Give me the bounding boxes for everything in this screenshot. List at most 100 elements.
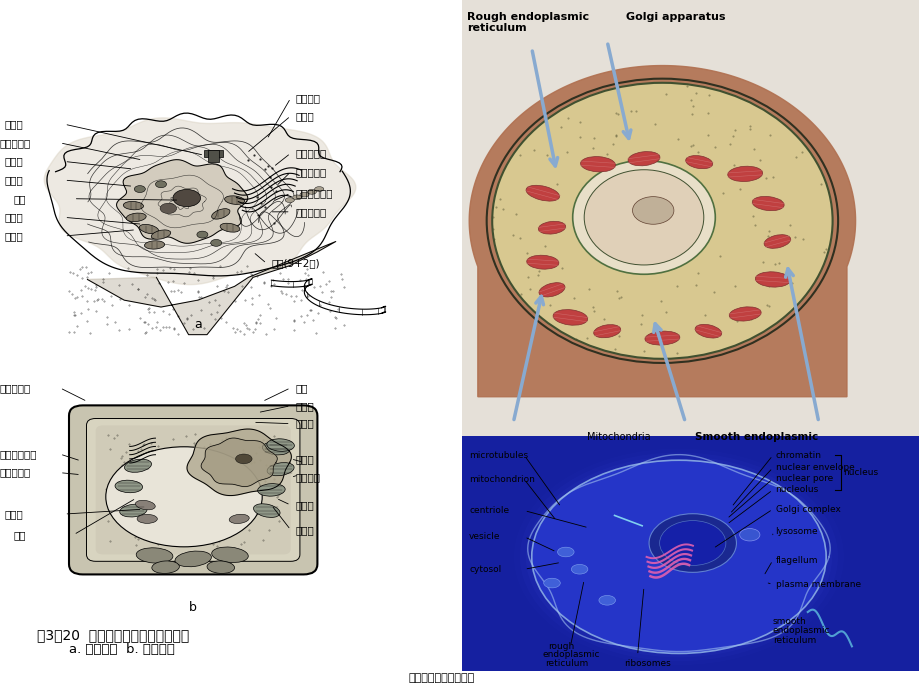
Text: 糙面内质网: 糙面内质网 bbox=[0, 383, 31, 393]
Ellipse shape bbox=[492, 83, 832, 359]
Ellipse shape bbox=[207, 561, 234, 573]
Ellipse shape bbox=[134, 186, 145, 193]
Ellipse shape bbox=[152, 561, 179, 573]
Ellipse shape bbox=[211, 208, 230, 219]
Text: b: b bbox=[189, 601, 197, 613]
Text: 细胞质膜: 细胞质膜 bbox=[295, 473, 320, 482]
Ellipse shape bbox=[292, 195, 301, 200]
Polygon shape bbox=[117, 159, 247, 244]
Ellipse shape bbox=[126, 213, 146, 221]
Ellipse shape bbox=[729, 307, 760, 321]
Text: 核仁: 核仁 bbox=[295, 383, 308, 393]
Text: Golgi complex: Golgi complex bbox=[775, 504, 840, 514]
Text: 核糖体: 核糖体 bbox=[295, 111, 313, 121]
Ellipse shape bbox=[285, 197, 294, 203]
Ellipse shape bbox=[598, 595, 615, 605]
Ellipse shape bbox=[514, 448, 843, 665]
Ellipse shape bbox=[739, 529, 759, 541]
Text: 叶绳体: 叶绳体 bbox=[295, 500, 313, 510]
Ellipse shape bbox=[526, 186, 559, 201]
Ellipse shape bbox=[538, 221, 565, 234]
Text: rough: rough bbox=[548, 642, 574, 651]
Ellipse shape bbox=[151, 230, 171, 239]
Text: reticulum: reticulum bbox=[772, 635, 815, 645]
Ellipse shape bbox=[571, 564, 587, 574]
Text: a. 动物细胞  b. 植物细胞: a. 动物细胞 b. 植物细胞 bbox=[69, 644, 175, 656]
Ellipse shape bbox=[727, 166, 762, 181]
Ellipse shape bbox=[628, 152, 659, 166]
Ellipse shape bbox=[307, 189, 316, 195]
Ellipse shape bbox=[135, 500, 155, 510]
FancyBboxPatch shape bbox=[69, 406, 317, 574]
Text: 核被膜: 核被膜 bbox=[295, 419, 313, 428]
Ellipse shape bbox=[539, 283, 564, 297]
Ellipse shape bbox=[211, 547, 248, 562]
Ellipse shape bbox=[526, 456, 831, 658]
Text: 线粒体: 线粒体 bbox=[5, 231, 23, 241]
Ellipse shape bbox=[531, 460, 825, 653]
Ellipse shape bbox=[580, 157, 615, 172]
Text: cytosol: cytosol bbox=[469, 564, 501, 574]
Ellipse shape bbox=[659, 520, 725, 566]
Ellipse shape bbox=[543, 578, 560, 588]
Text: ribosomes: ribosomes bbox=[623, 658, 670, 668]
Text: 核仁: 核仁 bbox=[14, 194, 27, 204]
Ellipse shape bbox=[123, 201, 143, 210]
Ellipse shape bbox=[572, 160, 715, 274]
Ellipse shape bbox=[262, 442, 289, 455]
Bar bbox=[204, 150, 222, 157]
Polygon shape bbox=[469, 66, 855, 397]
Ellipse shape bbox=[137, 515, 157, 523]
FancyBboxPatch shape bbox=[86, 418, 300, 562]
Ellipse shape bbox=[764, 235, 789, 248]
FancyBboxPatch shape bbox=[96, 425, 290, 555]
Text: 高尔基复合体: 高尔基复合体 bbox=[0, 449, 38, 459]
Text: Rough endoplasmic: Rough endoplasmic bbox=[467, 12, 589, 22]
Text: mitochondrion: mitochondrion bbox=[469, 475, 535, 484]
Text: a: a bbox=[194, 318, 201, 331]
Polygon shape bbox=[187, 429, 291, 495]
Text: plasma membrane: plasma membrane bbox=[775, 580, 860, 589]
Text: chromatin: chromatin bbox=[775, 451, 821, 460]
Text: 线粒体: 线粒体 bbox=[5, 509, 23, 519]
Ellipse shape bbox=[557, 547, 573, 557]
Text: 中心粒: 中心粒 bbox=[5, 119, 23, 129]
Ellipse shape bbox=[267, 462, 294, 476]
Polygon shape bbox=[201, 438, 277, 486]
Ellipse shape bbox=[552, 310, 587, 325]
Text: centriole: centriole bbox=[469, 506, 509, 515]
Text: 核被膜: 核被膜 bbox=[5, 157, 23, 166]
Ellipse shape bbox=[119, 504, 147, 517]
Ellipse shape bbox=[685, 155, 712, 169]
Text: nucleus: nucleus bbox=[842, 468, 877, 477]
Ellipse shape bbox=[235, 454, 252, 464]
Ellipse shape bbox=[136, 548, 173, 563]
Text: 糙面内质网: 糙面内质网 bbox=[295, 207, 326, 217]
Text: 细胞质膜: 细胞质膜 bbox=[295, 93, 320, 103]
Ellipse shape bbox=[229, 514, 249, 524]
Ellipse shape bbox=[752, 197, 783, 210]
Ellipse shape bbox=[527, 255, 558, 269]
Ellipse shape bbox=[144, 241, 165, 249]
Bar bbox=[461, 436, 919, 671]
Ellipse shape bbox=[257, 484, 285, 496]
Text: reticulum: reticulum bbox=[467, 23, 527, 33]
Text: 染色质: 染色质 bbox=[295, 401, 313, 411]
Ellipse shape bbox=[695, 324, 720, 338]
Ellipse shape bbox=[224, 196, 244, 204]
Ellipse shape bbox=[160, 204, 176, 214]
Ellipse shape bbox=[197, 231, 208, 238]
Ellipse shape bbox=[632, 197, 674, 224]
Text: nucleolus: nucleolus bbox=[775, 485, 818, 495]
Ellipse shape bbox=[139, 224, 159, 234]
Text: 图3－20  典型真核细胞构造的模式图: 图3－20 典型真核细胞构造的模式图 bbox=[37, 628, 188, 642]
Text: 光面内质网: 光面内质网 bbox=[295, 148, 326, 158]
Text: flagellum: flagellum bbox=[775, 555, 817, 565]
Polygon shape bbox=[44, 118, 356, 284]
Text: endoplasmic: endoplasmic bbox=[772, 626, 829, 635]
Text: microtubules: microtubules bbox=[469, 451, 528, 460]
Ellipse shape bbox=[106, 447, 262, 546]
Ellipse shape bbox=[314, 186, 323, 191]
Text: endoplasmic: endoplasmic bbox=[542, 650, 600, 660]
Ellipse shape bbox=[644, 331, 679, 345]
